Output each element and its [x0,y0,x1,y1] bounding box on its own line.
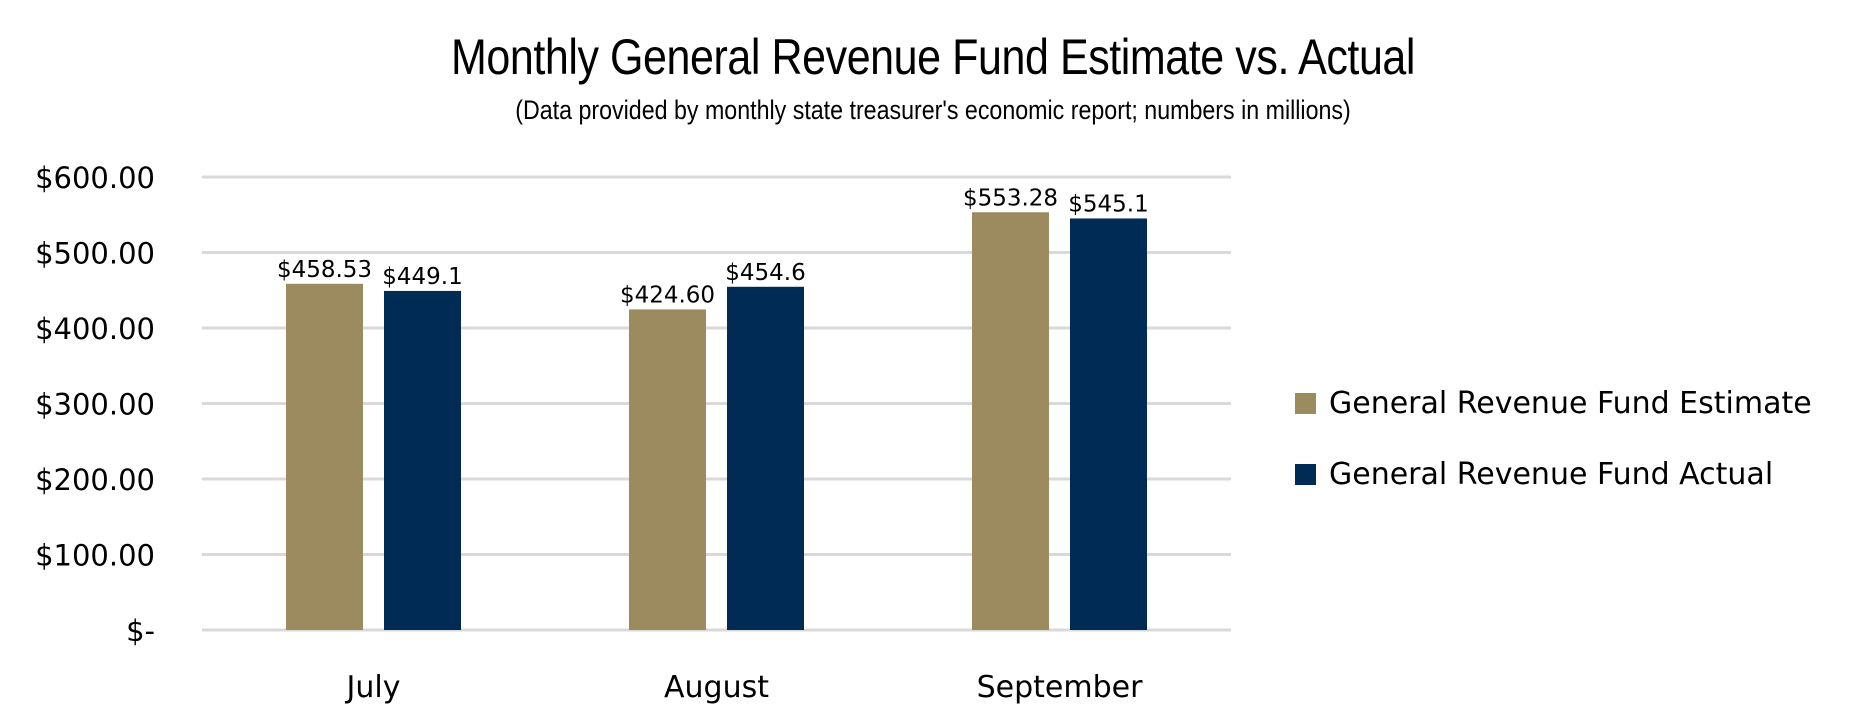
data-label: $424.60 [620,282,715,308]
data-label: $454.6 [725,260,805,286]
x-tick-label: August [664,670,769,705]
bar-estimate-july[interactable] [286,283,363,630]
y-tick-label: $200.00 [35,463,155,497]
legend-swatch-estimate [1295,393,1316,414]
x-tick-label: September [977,670,1143,705]
data-label: $545.1 [1068,191,1148,217]
bars [286,212,1147,630]
y-tick-label: $300.00 [35,388,155,422]
data-labels: $458.53 $449.1 $424.60 $454.6 $553.28 $545.1 [277,185,1149,308]
bar-actual-august[interactable] [727,286,804,630]
data-label: $553.28 [963,185,1058,211]
chart-subtitle: (Data provided by monthly state treasure… [515,95,1351,125]
y-tick-label: $500.00 [35,237,155,271]
legend-swatch-actual [1295,464,1316,485]
legend-item-estimate[interactable]: General Revenue Fund Estimate [1295,386,1812,421]
bar-estimate-september[interactable] [972,212,1049,630]
y-axis-tick-labels: $- $100.00 $200.00 $300.00 $400.00 $500.00 $60… [35,161,155,648]
bar-estimate-august[interactable] [629,309,706,630]
data-label: $458.53 [277,257,372,283]
bar-actual-september[interactable] [1070,218,1147,630]
legend-label-actual: General Revenue Fund Actual [1329,457,1774,492]
legend-label-estimate: General Revenue Fund Estimate [1329,386,1812,421]
chart-title: Monthly General Revenue Fund Estimate vs… [450,29,1416,85]
gridlines [202,175,1231,632]
x-axis-tick-labels: July August September [345,670,1144,705]
y-tick-label: $600.00 [35,161,155,195]
y-tick-label: $400.00 [35,312,155,346]
x-tick-label: July [345,670,401,705]
legend-item-actual[interactable]: General Revenue Fund Actual [1295,457,1773,492]
data-label: $449.1 [382,264,462,290]
bar-actual-july[interactable] [384,290,461,630]
y-tick-label: $- [126,614,155,648]
y-tick-label: $100.00 [35,539,155,573]
